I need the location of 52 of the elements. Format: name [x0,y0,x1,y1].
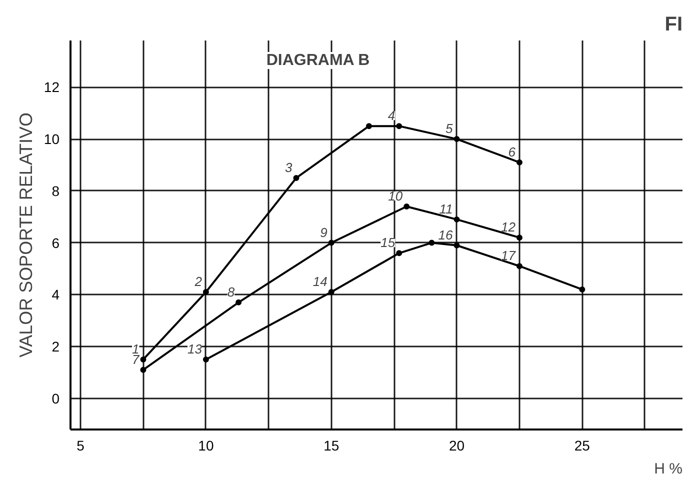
point [579,286,586,292]
annotation: 2 [194,274,203,290]
point [236,299,242,306]
x-tick-label: 20 [448,438,465,454]
point [293,174,300,181]
annotation: 14 [312,274,328,290]
point [140,356,146,362]
y-tick-label: 10 [44,131,60,148]
point [516,159,522,166]
point [454,242,460,248]
point [366,123,372,130]
annotation: 8 [227,284,236,300]
y-tick-label: 2 [52,338,60,355]
annotation: 11 [439,201,453,216]
point [328,240,334,246]
annotation: 9 [320,224,328,240]
annotation: 3 [285,160,294,175]
x-tick-label: 10 [198,438,214,454]
point [428,240,435,246]
y-axis-title: VALOR SOPORTE RELATIVO [16,112,36,358]
annotation: 13 [187,341,203,356]
y-tick-label: 12 [44,79,60,96]
point [396,123,402,130]
annotation: 6 [508,144,516,160]
annotation: 4 [388,108,396,124]
point [396,250,402,256]
x-tick-label: 5 [76,438,85,454]
y-tick-label: 8 [52,182,60,199]
point [516,263,522,270]
annotation: 17 [501,248,516,264]
x-tick-label: 15 [324,438,340,454]
point [454,136,460,142]
y-tick-label: 0 [52,390,60,406]
annotation: 1 [132,341,140,356]
text: FI [664,14,683,36]
annotation: 16 [438,227,454,242]
point [404,203,410,210]
y-tick-label: 4 [52,286,60,303]
annotation: 12 [501,220,516,235]
annotation: 10 [388,188,404,204]
point [202,289,209,296]
annotation: 5 [446,121,454,136]
point [202,356,209,362]
point [140,366,146,373]
point [516,234,522,241]
y-tick-label: 6 [52,234,60,251]
text: DIAGRAMA B [266,52,370,70]
annotation: 15 [380,235,396,250]
point [454,216,460,222]
x-axis-title: H % [654,460,683,478]
point [328,289,334,296]
x-tick-label: 25 [574,438,590,454]
